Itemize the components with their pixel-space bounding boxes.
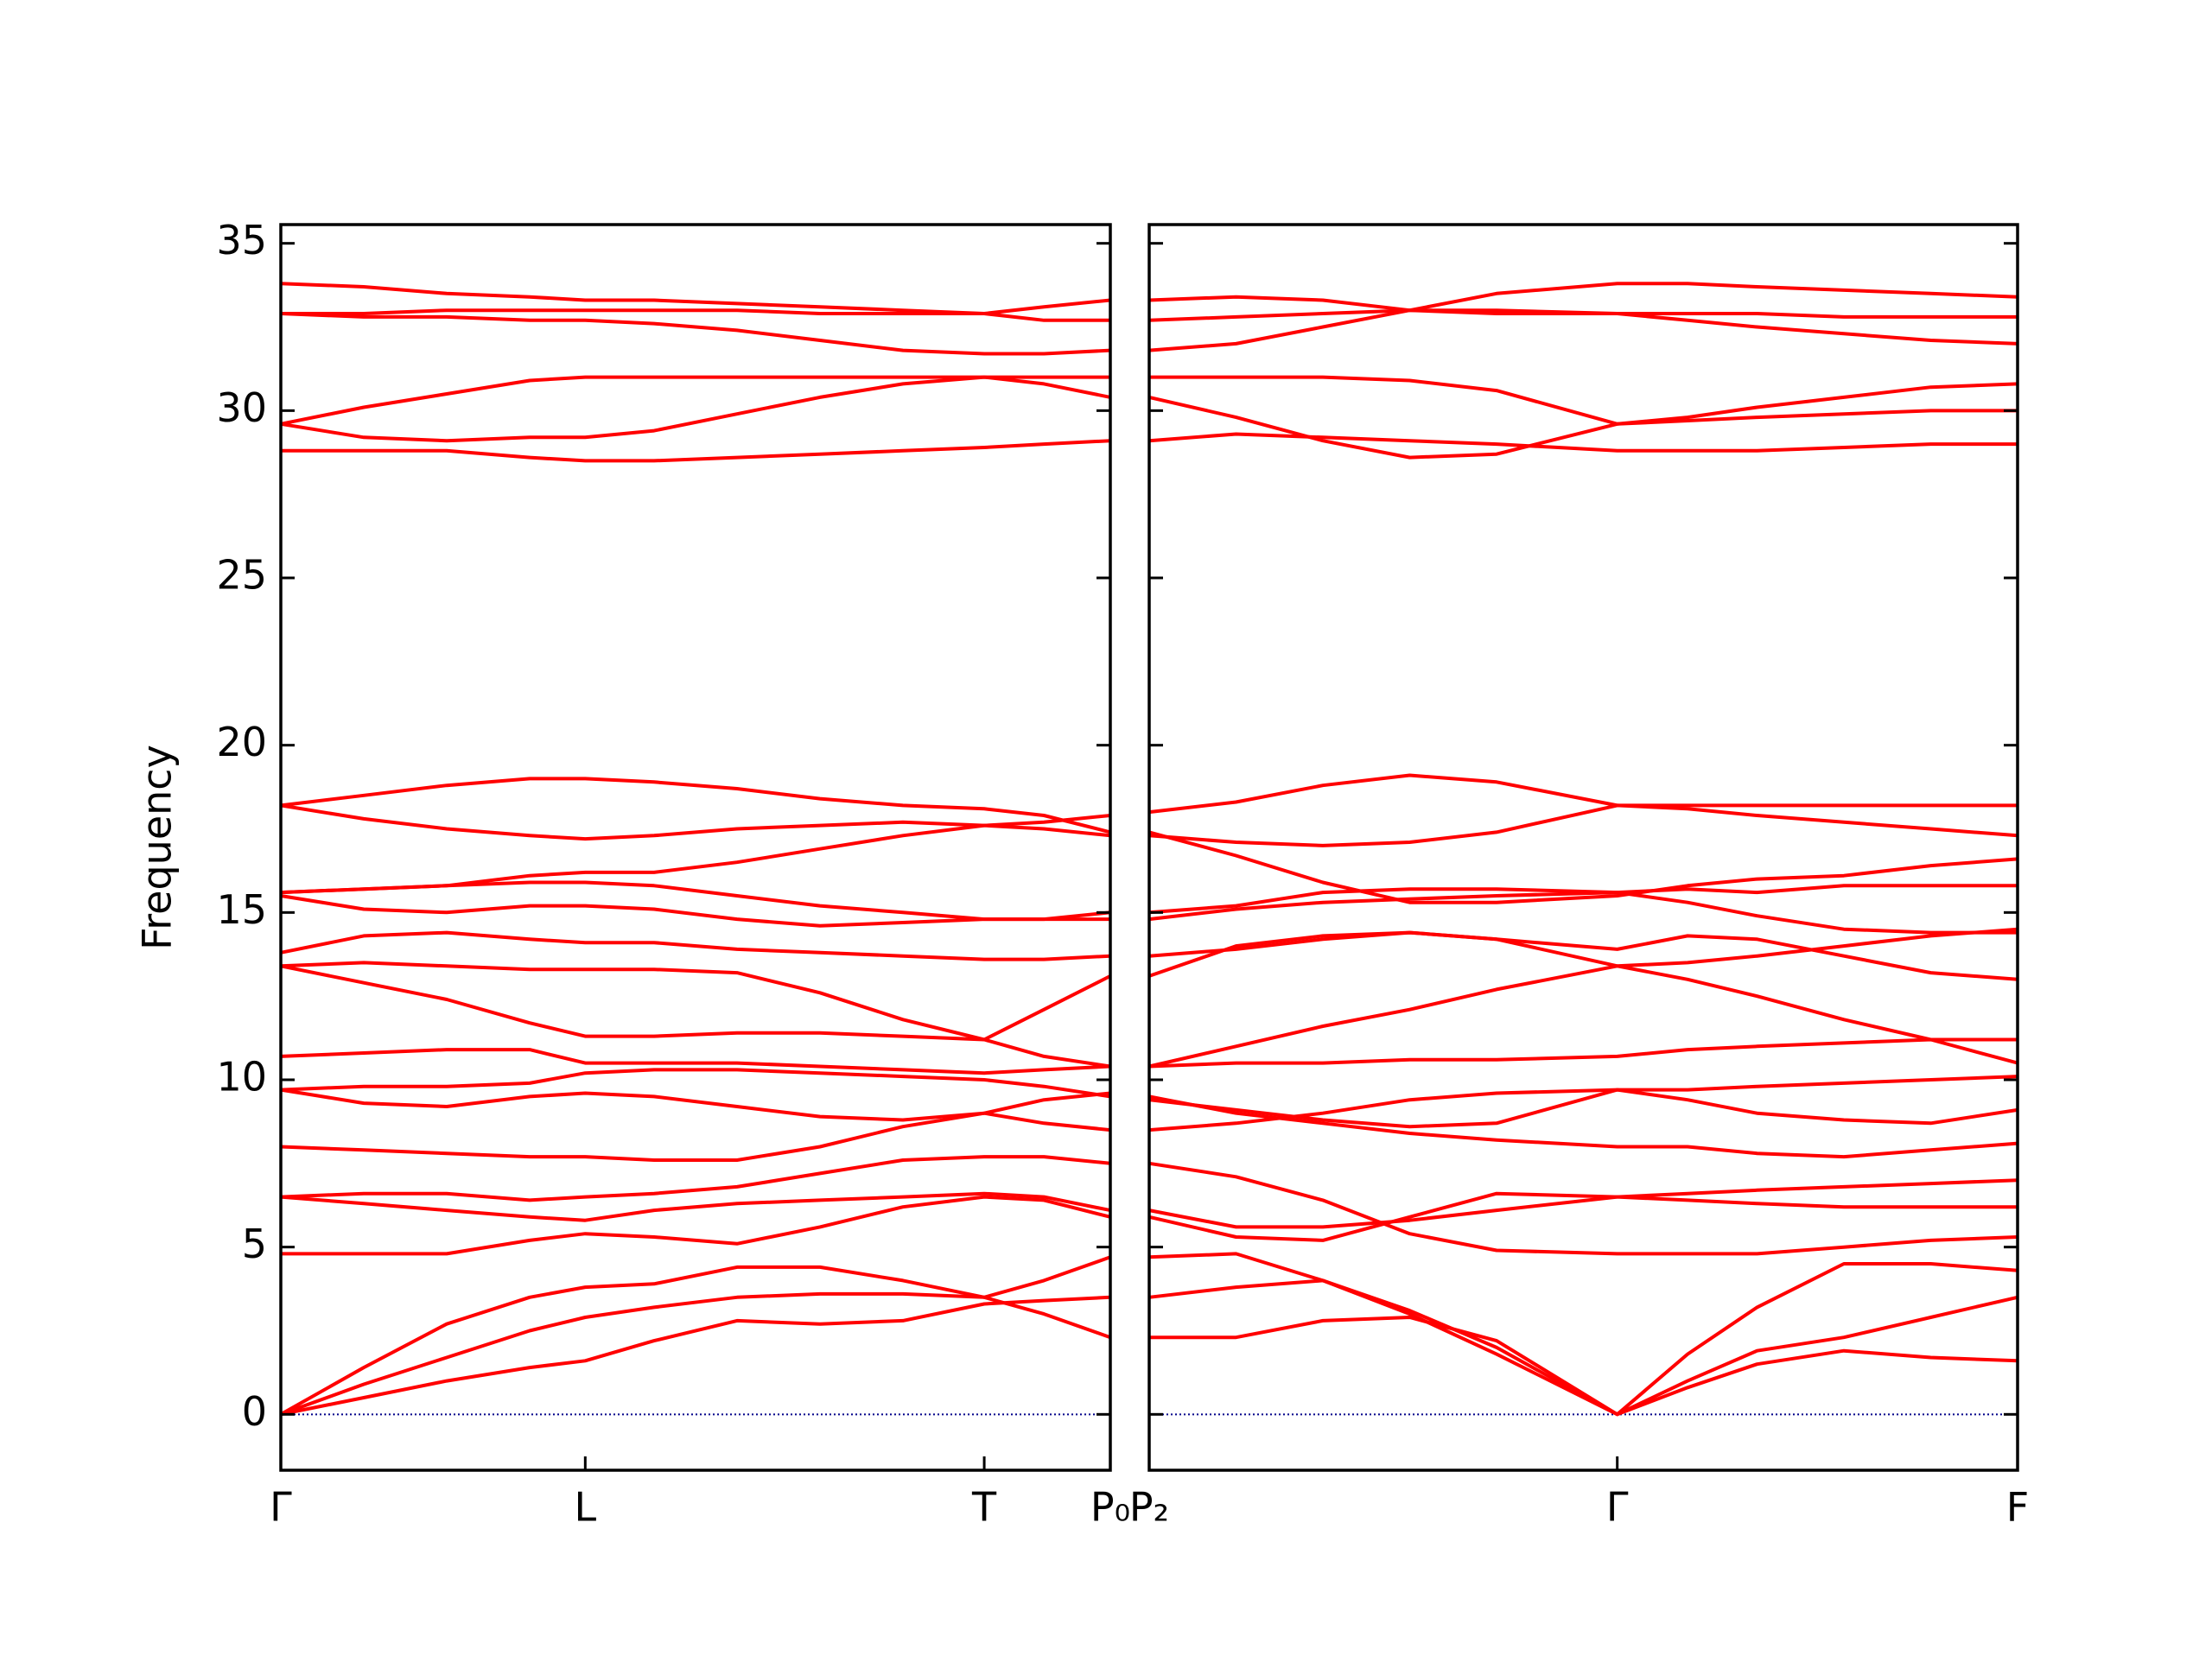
band-line	[1148, 964, 2018, 1069]
x-tick-label: P₂	[1129, 1484, 1169, 1531]
band-line	[280, 1068, 1111, 1099]
x-tick-label: P₀	[1090, 1484, 1130, 1531]
band-line	[1148, 282, 2018, 313]
band-line	[1148, 432, 2018, 453]
band-line	[280, 1191, 1111, 1222]
y-axis-label: Frequency	[134, 745, 181, 950]
band-line	[1148, 308, 2018, 322]
y-tick-label: 25	[216, 552, 267, 599]
band-line	[281, 308, 1110, 322]
x-tick-label: F	[2006, 1484, 2029, 1531]
band-line	[1148, 1191, 2018, 1242]
band-line	[1148, 1161, 2018, 1256]
band-line	[280, 1295, 1111, 1417]
band-line	[1148, 803, 2018, 847]
band-line	[1148, 1088, 2018, 1132]
band-line	[1148, 927, 2018, 968]
band-line	[280, 961, 1111, 1069]
band-line	[280, 1265, 1111, 1417]
band-line	[280, 777, 1111, 834]
band-line	[1148, 1252, 2018, 1417]
x-tick-label: Γ	[270, 1484, 292, 1531]
band-line	[280, 375, 1111, 443]
band-line	[1148, 1037, 2018, 1069]
band-line	[1148, 1075, 2018, 1129]
band-line	[1148, 773, 2018, 815]
band-line	[280, 803, 1111, 841]
y-tick-label: 5	[242, 1221, 267, 1267]
band-line	[280, 930, 1111, 961]
band-line	[280, 375, 1110, 426]
band-line	[1148, 930, 2018, 981]
band-line	[280, 894, 1110, 928]
band-line	[1148, 1094, 2018, 1159]
band-line	[280, 1048, 1111, 1075]
band-line	[280, 1155, 1111, 1202]
band-line	[280, 1111, 1111, 1162]
band-line	[280, 312, 1111, 356]
x-tick-label: L	[574, 1484, 596, 1531]
x-tick-label: T	[971, 1484, 997, 1531]
plot-frame	[279, 223, 1112, 1472]
band-line	[1148, 1278, 2018, 1417]
band-line	[280, 964, 1111, 1042]
band-line	[1149, 375, 2018, 426]
band-line	[1148, 884, 2018, 915]
band-line	[1149, 1316, 2018, 1417]
y-tick-label: 20	[216, 719, 267, 765]
band-line	[280, 1255, 1111, 1417]
y-tick-label: 15	[216, 886, 267, 933]
y-tick-label: 35	[216, 217, 267, 263]
y-tick-label: 10	[216, 1053, 267, 1100]
x-tick-label: Γ	[1606, 1484, 1629, 1531]
band-line	[280, 1088, 1111, 1122]
plot-frame	[1147, 223, 2019, 1472]
y-tick-label: 0	[242, 1388, 267, 1435]
band-line	[280, 282, 1111, 315]
band-line	[281, 1195, 1111, 1256]
y-tick-label: 30	[216, 384, 267, 431]
band-line	[281, 439, 1111, 463]
band-line	[1148, 830, 2018, 904]
